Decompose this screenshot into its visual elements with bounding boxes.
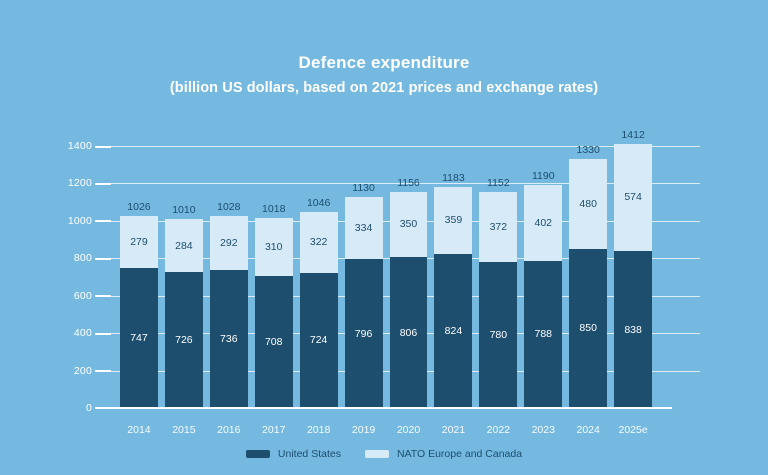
- bar-2016: 1028 292 736 2016: [209, 201, 248, 436]
- bar-2020: 1156 350 806 2020: [389, 177, 428, 436]
- x-axis-label-2019: 2019: [351, 424, 376, 436]
- bar-segment-united-states: 850: [569, 248, 608, 408]
- y-tick-1000: [95, 220, 111, 223]
- x-axis-label-2020: 2020: [396, 424, 421, 436]
- bar-total-label: 1156: [397, 176, 420, 189]
- y-axis-label-0: 0: [85, 402, 92, 414]
- x-axis-label-2014: 2014: [127, 424, 151, 436]
- bar-segment-nato-europe-canada: 279: [120, 216, 158, 269]
- x-axis-label-2015: 2015: [172, 424, 196, 436]
- y-axis-label-400: 400: [73, 327, 92, 340]
- legend-label: NATO Europe and Canada: [396, 448, 523, 460]
- chart-subtitle: (billion US dollars, based on 2021 price…: [169, 80, 599, 96]
- y-tick-600: [95, 295, 111, 298]
- bar-segment-nato-europe-canada: 284: [164, 219, 203, 273]
- x-axis-label-2016: 2016: [217, 424, 241, 436]
- bar-2018: 1046 322 724 2018: [299, 197, 338, 436]
- legend: United States NATO Europe and Canada: [0, 448, 768, 460]
- bar-2025e: 1412 574 838 2025e: [614, 129, 653, 436]
- chart-title: Defence expenditure: [298, 53, 470, 72]
- x-axis-label-2022: 2022: [486, 424, 511, 436]
- bar-segment-united-states: 824: [434, 253, 473, 408]
- bars-container: 1026 279 747 2014 1010 284 726 2015 1028 292 736 20…: [100, 129, 672, 436]
- legend-item-united-states: United States: [245, 448, 341, 460]
- bar-segment-nato-europe-canada: 292: [209, 215, 248, 271]
- bar-total-label: 1412: [621, 128, 645, 141]
- x-axis-line: [95, 407, 672, 409]
- bar-segment-nato-europe-canada: 402: [524, 185, 563, 261]
- bar-total-label: 1028: [217, 200, 241, 213]
- bar-total-label: 1010: [172, 204, 196, 216]
- y-axis-label-800: 800: [73, 252, 92, 265]
- y-tick-1400: [95, 145, 111, 148]
- bar-total-label: 1026: [127, 201, 151, 214]
- bar-segment-united-states: 747: [120, 268, 158, 408]
- bar-segment-united-states: 780: [479, 262, 518, 408]
- y-axis-label-200: 200: [73, 364, 92, 377]
- bar-segment-united-states: 796: [344, 259, 383, 408]
- y-tick-400: [95, 332, 111, 335]
- x-axis-label-2021: 2021: [441, 424, 466, 436]
- bar-2014: 1026 279 747 2014: [120, 201, 158, 436]
- bar-total-label: 1183: [442, 171, 465, 184]
- x-axis-label-2023: 2023: [531, 424, 555, 436]
- bar-total-label: 1018: [262, 202, 286, 215]
- y-axis-label-1400: 1400: [67, 140, 92, 152]
- x-axis-label-2024: 2024: [576, 424, 600, 436]
- bar-segment-united-states: 724: [299, 272, 338, 408]
- bar-segment-united-states: 838: [614, 251, 653, 408]
- bar-2022: 1152 372 780 2022: [479, 177, 518, 436]
- bar-total-label: 1330: [576, 144, 600, 157]
- legend-item-nato-europe-canada: NATO Europe and Canada: [364, 448, 523, 460]
- gridline-1200: [100, 183, 700, 185]
- bar-segment-united-states: 726: [164, 272, 203, 408]
- bar-segment-united-states: 708: [254, 275, 293, 408]
- y-axis-label-1000: 1000: [67, 214, 92, 227]
- bar-segment-nato-europe-canada: 350: [389, 191, 428, 258]
- bar-segment-nato-europe-canada: 322: [299, 212, 338, 273]
- bar-segment-nato-europe-canada: 480: [569, 159, 608, 249]
- bar-segment-united-states: 736: [209, 270, 248, 408]
- y-axis-label-600: 600: [73, 289, 92, 302]
- bar-total-label: 1046: [306, 197, 331, 210]
- bar-segment-united-states: 806: [389, 257, 428, 408]
- legend-swatch: [245, 450, 270, 458]
- bar-total-label: 1190: [531, 170, 555, 183]
- legend-label: United States: [277, 448, 341, 460]
- y-tick-200: [95, 370, 111, 373]
- plot-area: 0 200 400 600 800 1000 1200 1400 1026 279 747 2014…: [68, 129, 700, 436]
- legend-swatch: [364, 450, 389, 458]
- bar-2024: 1330 480 850 2024: [569, 144, 608, 436]
- y-tick-1200: [95, 182, 111, 185]
- bar-2023: 1190 402 788 2023: [524, 170, 563, 436]
- bar-segment-nato-europe-canada: 359: [434, 186, 473, 254]
- y-tick-800: [95, 257, 111, 260]
- y-axis-label-1200: 1200: [67, 177, 92, 190]
- x-axis-label-2018: 2018: [306, 424, 331, 436]
- bar-2019: 1130 334 796 2019: [344, 182, 383, 436]
- gridline-1400: [100, 146, 700, 147]
- bar-segment-nato-europe-canada: 372: [479, 192, 518, 263]
- bar-2017: 1018 310 708 2017: [254, 203, 293, 436]
- x-axis-label-2017: 2017: [262, 424, 286, 436]
- bar-2015: 1010 284 726 2015: [164, 204, 203, 436]
- bar-segment-nato-europe-canada: 310: [254, 217, 293, 276]
- bar-total-label: 1152: [487, 177, 510, 190]
- bar-segment-united-states: 788: [524, 260, 563, 408]
- x-axis-label-2025e: 2025e: [618, 424, 648, 436]
- bar-segment-nato-europe-canada: 574: [614, 143, 653, 252]
- bar-2021: 1183 359 824 2021: [434, 172, 473, 436]
- bar-segment-nato-europe-canada: 334: [344, 196, 383, 260]
- bar-total-label: 1130: [352, 181, 375, 194]
